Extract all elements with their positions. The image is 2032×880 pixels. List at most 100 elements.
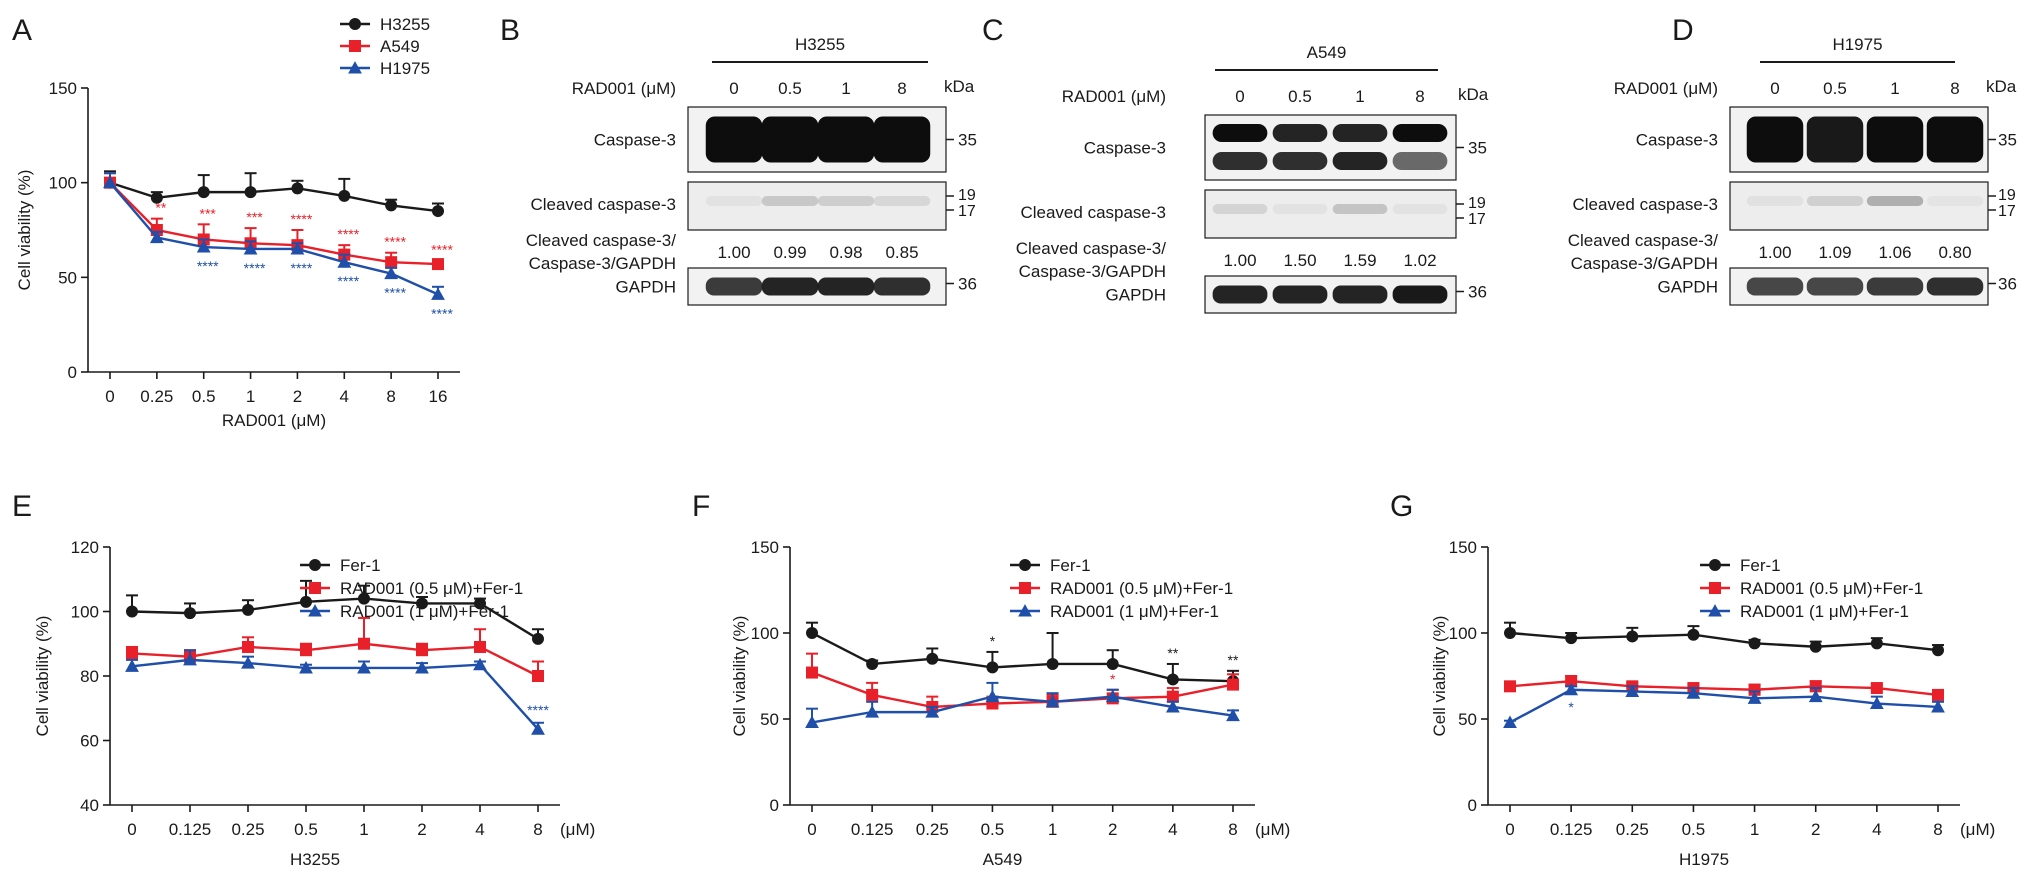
y-tick-label: 150 [1449,538,1477,557]
dose-label: 0 [1235,87,1244,106]
data-point [805,715,819,728]
significance-stars: **** [291,260,313,276]
dose-label: 0.5 [1288,87,1312,106]
mw-label: 36 [1998,275,2017,294]
blot-cell-line: H1975 [1832,35,1882,54]
band-cleaved-caspase-3 [705,196,763,206]
ratio-value: 1.06 [1878,243,1911,262]
data-point [431,287,445,300]
data-point [1504,627,1516,639]
series-line [1509,688,1939,724]
x-tick-label: 0 [1505,820,1514,839]
data-point [385,199,398,212]
x-tick-label: 0.5 [1682,820,1706,839]
data-point [184,607,196,620]
x-tick-label: 4 [1872,820,1881,839]
row-label-gapdh: GAPDH [616,278,676,297]
legend-entry: RAD001 (1 μM)+Fer-1 [1050,602,1219,621]
treatment-label: RAD001 (μM) [572,79,676,98]
band-caspase-3 [1332,152,1388,170]
data-point [415,661,429,674]
legend-entry: RAD001 (0.5 μM)+Fer-1 [1050,579,1233,598]
data-point [291,182,304,195]
y-tick-label: 50 [58,268,77,287]
x-tick-label: 0.125 [1550,820,1593,839]
band-caspase-3 [1272,152,1328,170]
data-point [1565,675,1578,688]
band-cleaved-caspase-3 [1392,204,1448,214]
panel-label: G [1390,490,1413,523]
row-label-cleaved: Cleaved caspase-3 [530,195,676,214]
data-point [1870,637,1883,650]
x-tick-label: 16 [429,387,448,406]
series-2: **** [125,649,549,735]
band-caspase-3 [1332,124,1388,142]
x-axis-title: RAD001 (μM) [222,411,326,430]
legend-marker [1709,582,1721,594]
x-tick-label: 2 [293,387,302,406]
x-unit-label: (μM) [1255,820,1290,839]
row-label-cleaved: Cleaved caspase-3 [1020,203,1166,222]
significance-stars: **** [527,702,549,718]
data-point [1747,691,1762,704]
x-tick-label: 0 [127,820,136,839]
dose-label: 0 [1770,79,1779,98]
dose-label: 0 [729,79,738,98]
x-tick-label: 0.25 [140,387,173,406]
band-caspase-3 [1272,124,1328,142]
ratio-value: 0.85 [885,243,918,262]
data-point [126,647,138,660]
data-point [125,659,139,672]
data-point [1564,682,1579,696]
dose-label: 0.5 [1823,79,1847,98]
ratio-value: 1.02 [1403,251,1436,270]
data-point [925,705,940,718]
y-axis-title: Cell viability (%) [730,616,749,737]
data-point [1809,680,1822,693]
series-2: **** **** **************** [103,172,453,321]
data-point [1808,689,1823,703]
mw-label: 19 [1998,187,2016,204]
legend-marker [1019,582,1031,594]
western-blot-D: D H1975 RAD001 (μM) 0 0.5 1 8 kDa Caspase-3 35 Cle… [1568,14,2017,306]
band-cleaved-caspase-3 [761,196,819,206]
band-gapdh [1746,277,1804,296]
x-tick-label: 4 [1168,820,1177,839]
significance-stars: ** [155,200,166,216]
band-caspase-3 [705,116,763,163]
series-0 [126,579,544,645]
panel-label: C [982,14,1004,47]
x-unit-label: (μM) [560,820,595,839]
series-1 [1504,675,1944,701]
mw-label: 19 [958,187,976,204]
panel-label: A [12,14,32,47]
band-caspase-3 [1392,124,1448,142]
blot-box-cleaved [1729,181,1989,231]
ratio-label: Caspase-3/GAPDH [529,254,676,273]
series-line [131,658,539,731]
y-tick-label: 100 [71,603,99,622]
line-chart-G: G 0 50 100 150 0 0.125 0.25 0.5 1 2 4 8 (μM) Cell viab… [1390,490,1995,869]
x-tick-label: 8 [533,820,542,839]
band-gapdh [761,277,819,296]
band-cleaved-caspase-3 [1272,204,1328,214]
legend-entry: RAD001 (1 μM)+Fer-1 [340,602,509,621]
data-point [806,666,818,679]
legend-marker [348,61,362,74]
band-gapdh [1866,277,1924,296]
western-blot-C: C A549 RAD001 (μM) 0 0.5 1 8 kDa Caspase-3 35 Clea… [982,14,1489,314]
ratio-value: 1.00 [1758,243,1791,262]
series-line [811,631,1234,683]
x-tick-label: 0.5 [981,820,1005,839]
significance-stars: *** [246,209,263,225]
significance-stars: * [1110,671,1116,687]
data-point [103,175,117,189]
series-2: * [1503,682,1945,728]
significance-stars: *** [200,205,217,221]
band-cleaved-caspase-3 [1212,204,1268,214]
y-axis-title: Cell viability (%) [15,170,34,291]
significance-stars: **** [291,211,313,227]
legend-marker [1709,559,1721,571]
row-label-caspase-3: Caspase-3 [1636,131,1718,150]
